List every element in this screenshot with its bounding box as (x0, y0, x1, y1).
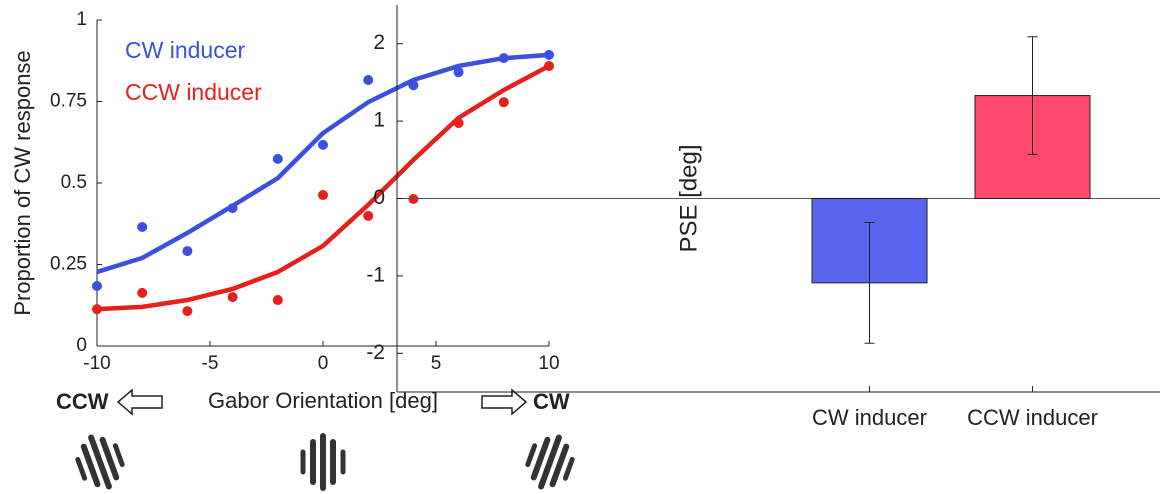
x-tick-label: 0 (318, 353, 329, 374)
annotation: CW (533, 389, 570, 414)
arrow-right (481, 388, 528, 416)
y-tick-label: 2 (373, 31, 385, 54)
x-tick-label: -10 (83, 353, 110, 374)
y-tick-label: 0.5 (61, 172, 87, 193)
x-tick-label: CW inducer (812, 405, 927, 430)
y-tick-label: 1 (373, 109, 385, 132)
y-tick-label: 1 (76, 9, 87, 30)
x-tick-label: CCW inducer (967, 405, 1098, 430)
data-point (363, 210, 374, 221)
arrow-left (116, 388, 163, 416)
data-point (227, 203, 238, 214)
data-point (92, 304, 102, 315)
data-point (498, 53, 509, 64)
gabor-icon-ccw (75, 434, 125, 490)
data-point (182, 246, 193, 257)
y-axis-label: Proportion of CW response (10, 50, 35, 315)
data-point (318, 139, 328, 150)
data-point (137, 222, 148, 233)
legend-label: CW inducer (125, 37, 245, 63)
data-point (544, 49, 554, 60)
gabor-icon-vertical (300, 433, 346, 491)
x-tick-label: 10 (538, 353, 559, 374)
fit-line (96, 52, 550, 275)
fit-line (96, 63, 551, 312)
data-point (498, 97, 509, 108)
y-tick-label: -1 (366, 263, 385, 286)
data-point (363, 74, 374, 85)
gabor-icon-cw (525, 434, 575, 490)
data-point (137, 287, 148, 298)
data-point (92, 281, 102, 292)
y-tick-label: -2 (366, 341, 385, 364)
data-point (272, 153, 283, 164)
y-tick-label: 0 (76, 335, 87, 356)
data-point (227, 292, 238, 303)
y-tick-label: 0.25 (50, 254, 87, 275)
annotation: CCW (56, 389, 109, 414)
data-point (453, 67, 464, 78)
y-axis-label: PSE [deg] (675, 144, 702, 252)
data-point (453, 118, 464, 129)
legend-label: CCW inducer (125, 79, 262, 105)
x-tick-label: 5 (431, 353, 442, 374)
data-point (408, 80, 419, 91)
y-tick-label: 0.75 (50, 91, 87, 112)
data-point (544, 60, 554, 71)
data-point (182, 306, 193, 317)
data-point (318, 190, 328, 201)
y-tick-label: 0 (373, 186, 385, 209)
data-point (272, 295, 283, 306)
x-tick-label: -5 (202, 353, 219, 374)
